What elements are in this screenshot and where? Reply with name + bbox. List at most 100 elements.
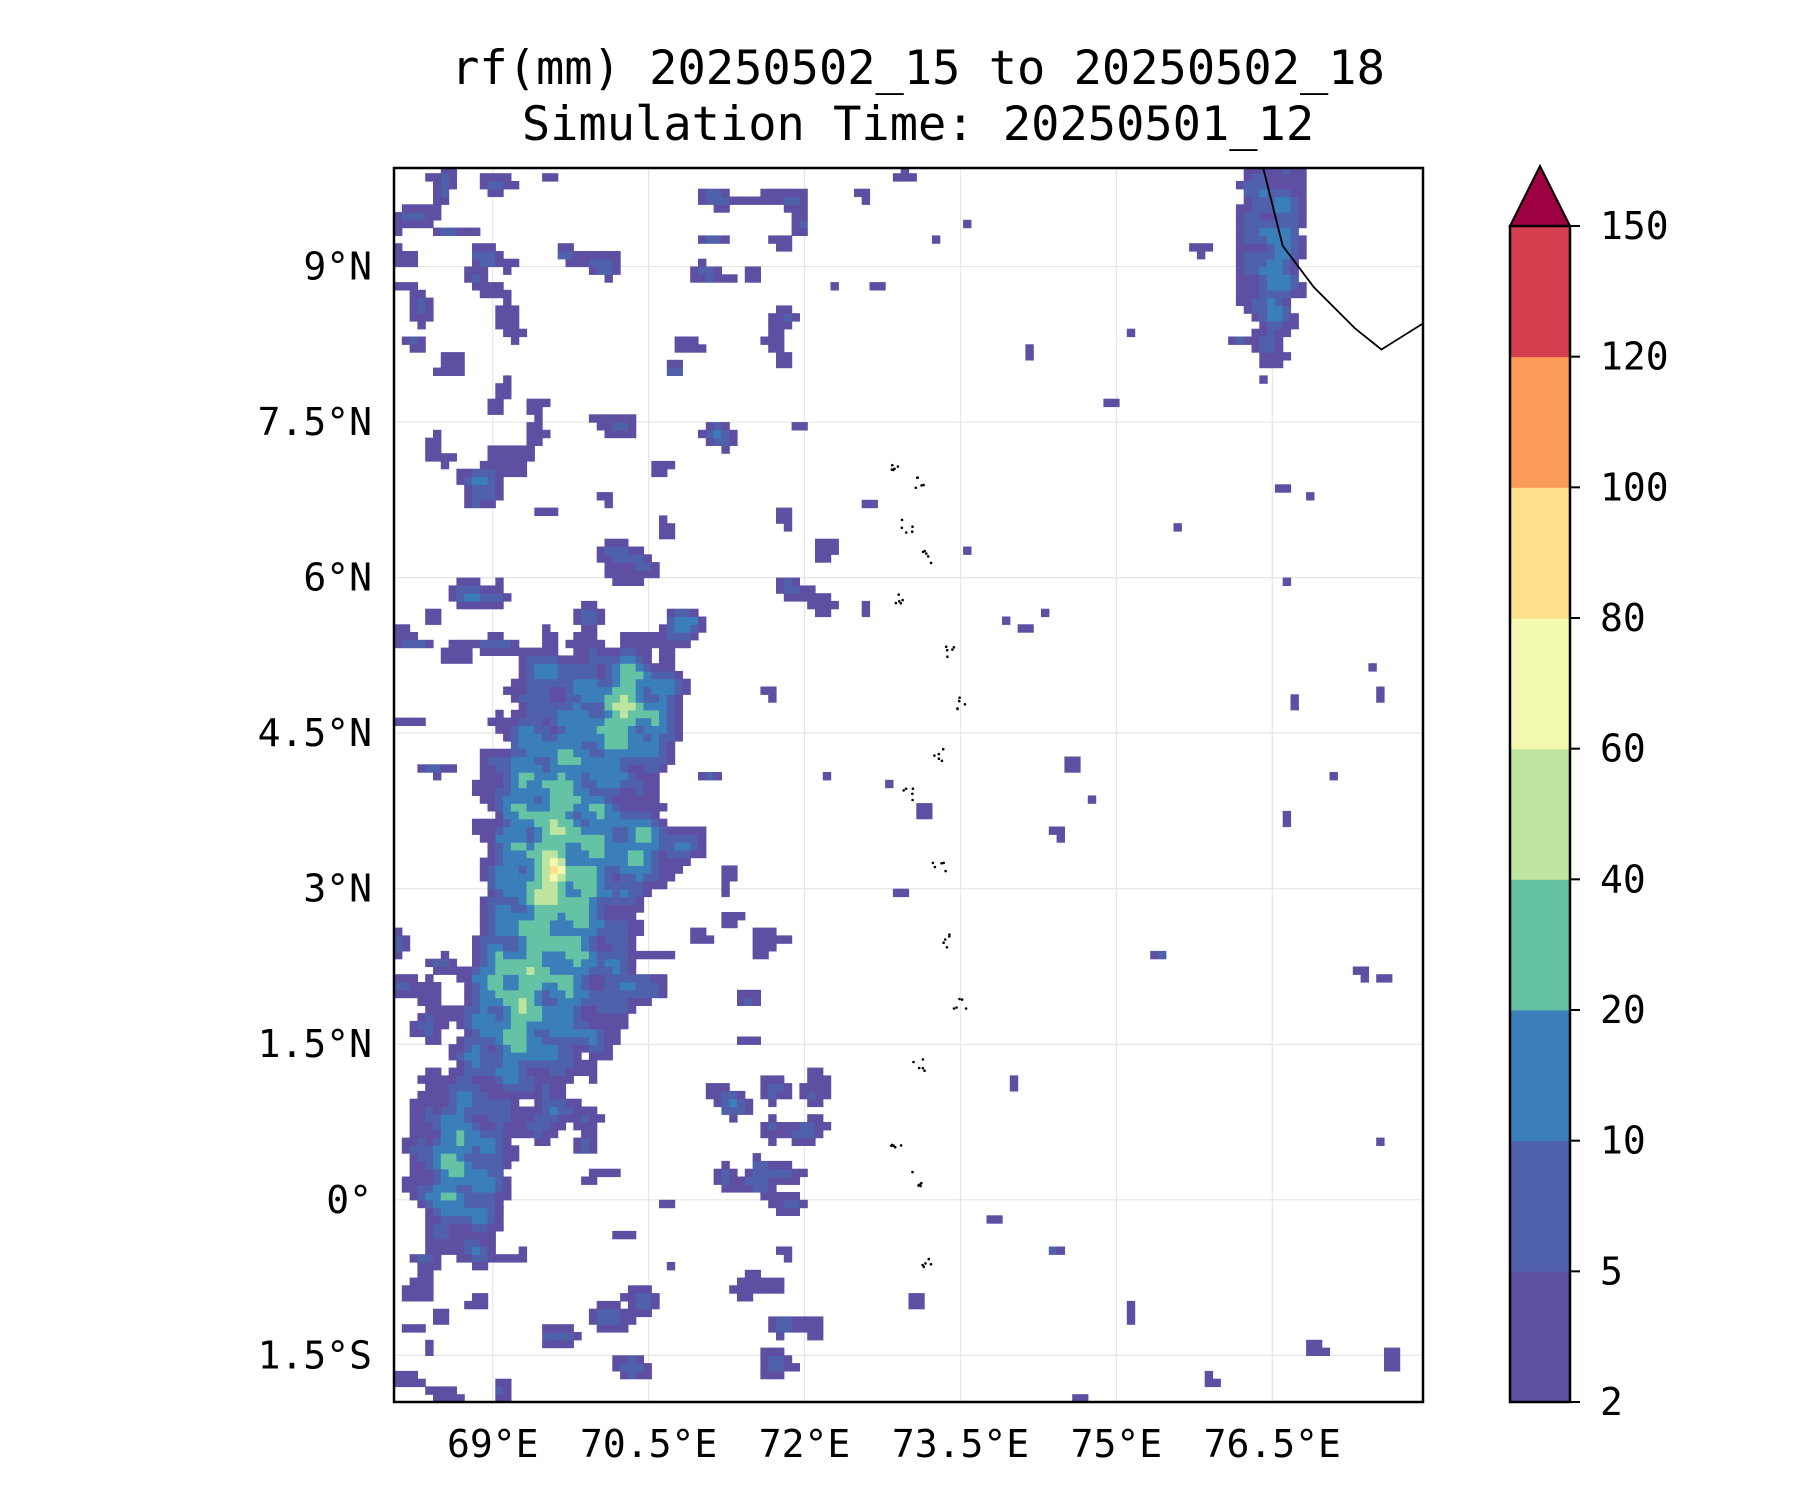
rainfall-cell bbox=[549, 982, 559, 991]
rainfall-cell bbox=[596, 1020, 606, 1030]
rainfall-cell bbox=[612, 717, 621, 726]
rainfall-cell bbox=[604, 717, 613, 726]
rainfall-cell bbox=[1267, 227, 1276, 236]
rainfall-cell bbox=[1048, 1246, 1058, 1255]
rainfall-cell bbox=[472, 997, 481, 1006]
rainfall-cell bbox=[565, 873, 574, 882]
rainfall-cell bbox=[557, 873, 567, 882]
island-dot bbox=[942, 861, 945, 865]
rainfall-cell bbox=[495, 873, 504, 882]
rainfall-cell bbox=[409, 336, 418, 345]
rainfall-cell bbox=[573, 912, 582, 921]
rainfall-cell bbox=[799, 1137, 808, 1146]
rainfall-cell bbox=[588, 632, 598, 641]
rainfall-cell bbox=[1282, 227, 1292, 236]
rainfall-cell bbox=[604, 826, 613, 835]
rainfall-cell bbox=[487, 748, 496, 758]
rainfall-cell bbox=[510, 1020, 520, 1030]
rainfall-cell bbox=[581, 818, 590, 828]
rainfall-cell bbox=[526, 1028, 535, 1038]
rainfall-cell bbox=[487, 282, 496, 291]
rainfall-cell bbox=[510, 865, 520, 874]
rainfall-cell bbox=[760, 1285, 769, 1294]
rainfall-cell bbox=[433, 1098, 442, 1108]
rainfall-cell bbox=[643, 997, 652, 1006]
rainfall-cell bbox=[783, 196, 793, 205]
rainfall-cell bbox=[495, 398, 504, 408]
rainfall-cell bbox=[877, 282, 886, 291]
island-dot bbox=[946, 655, 949, 658]
rainfall-cell bbox=[448, 1153, 457, 1162]
rainfall-cell bbox=[510, 787, 520, 796]
rainfall-cell bbox=[526, 943, 535, 952]
rainfall-cell bbox=[518, 663, 528, 672]
rainfall-cell bbox=[643, 694, 652, 703]
rainfall-cell bbox=[464, 577, 473, 586]
rainfall-cell bbox=[573, 810, 582, 820]
rainfall-cell bbox=[713, 235, 722, 244]
rainfall-cell bbox=[651, 810, 660, 820]
island-dot bbox=[897, 600, 901, 603]
rainfall-cell bbox=[666, 1199, 676, 1209]
rainfall-cell bbox=[479, 950, 489, 960]
rainfall-cell bbox=[479, 826, 489, 835]
rainfall-cell bbox=[425, 219, 434, 229]
rainfall-cell bbox=[666, 725, 676, 734]
rainfall-cell bbox=[588, 1106, 598, 1115]
rainfall-cell bbox=[456, 367, 465, 376]
rainfall-cell bbox=[627, 989, 637, 999]
rainfall-cell bbox=[495, 842, 504, 851]
rainfall-cell bbox=[815, 593, 824, 602]
rainfall-cell bbox=[472, 989, 481, 999]
rainfall-cell bbox=[440, 460, 450, 470]
rainfall-cell bbox=[1259, 204, 1268, 213]
rainfall-cell bbox=[495, 1052, 504, 1061]
rainfall-cell bbox=[666, 740, 676, 750]
rainfall-cell bbox=[479, 1114, 489, 1123]
rainfall-cell bbox=[479, 243, 489, 252]
rainfall-cell bbox=[409, 717, 418, 726]
rainfall-cell bbox=[557, 1332, 567, 1341]
rainfall-cell bbox=[518, 1005, 528, 1014]
rainfall-cell bbox=[464, 639, 473, 649]
rainfall-cell bbox=[1235, 235, 1245, 244]
rainfall-cell bbox=[807, 1090, 816, 1100]
rainfall-cell bbox=[542, 989, 551, 999]
rainfall-cell bbox=[518, 1090, 528, 1100]
rainfall-cell bbox=[401, 982, 411, 991]
rainfall-cell bbox=[472, 1020, 481, 1030]
rainfall-cell bbox=[620, 577, 629, 586]
island-dot bbox=[960, 998, 964, 1001]
rainfall-cell bbox=[768, 1347, 777, 1356]
rainfall-cell bbox=[495, 1378, 504, 1388]
rainfall-cell bbox=[674, 678, 683, 688]
rainfall-cell bbox=[1087, 795, 1097, 804]
rainfall-cell bbox=[588, 1044, 598, 1053]
rainfall-cell bbox=[549, 927, 559, 936]
rainfall-cell bbox=[573, 927, 582, 936]
rainfall-cell bbox=[729, 1114, 738, 1123]
rainfall-cell bbox=[526, 756, 535, 765]
rainfall-cell bbox=[1259, 227, 1268, 236]
rainfall-cell bbox=[643, 655, 652, 664]
rainfall-cell bbox=[659, 709, 668, 719]
rainfall-cell bbox=[744, 997, 754, 1006]
rainfall-cell bbox=[651, 562, 660, 571]
rainfall-cell bbox=[596, 686, 606, 695]
rainfall-cell bbox=[612, 966, 621, 975]
rainfall-cell bbox=[666, 670, 676, 680]
rainfall-cell bbox=[799, 219, 808, 229]
rainfall-cell bbox=[534, 1059, 543, 1069]
rainfall-cell bbox=[651, 1300, 660, 1310]
rainfall-cell bbox=[487, 927, 496, 936]
rainfall-cell bbox=[417, 1168, 426, 1178]
rainfall-cell bbox=[479, 1028, 489, 1038]
rainfall-cell bbox=[448, 966, 457, 975]
rainfall-cell bbox=[705, 935, 715, 944]
rainfall-cell bbox=[448, 1230, 457, 1240]
rainfall-cell bbox=[456, 1192, 465, 1201]
rainfall-cell bbox=[573, 1059, 582, 1069]
rainfall-cell bbox=[1080, 1394, 1089, 1402]
rainfall-cell bbox=[487, 632, 496, 641]
rainfall-cell bbox=[776, 328, 785, 338]
